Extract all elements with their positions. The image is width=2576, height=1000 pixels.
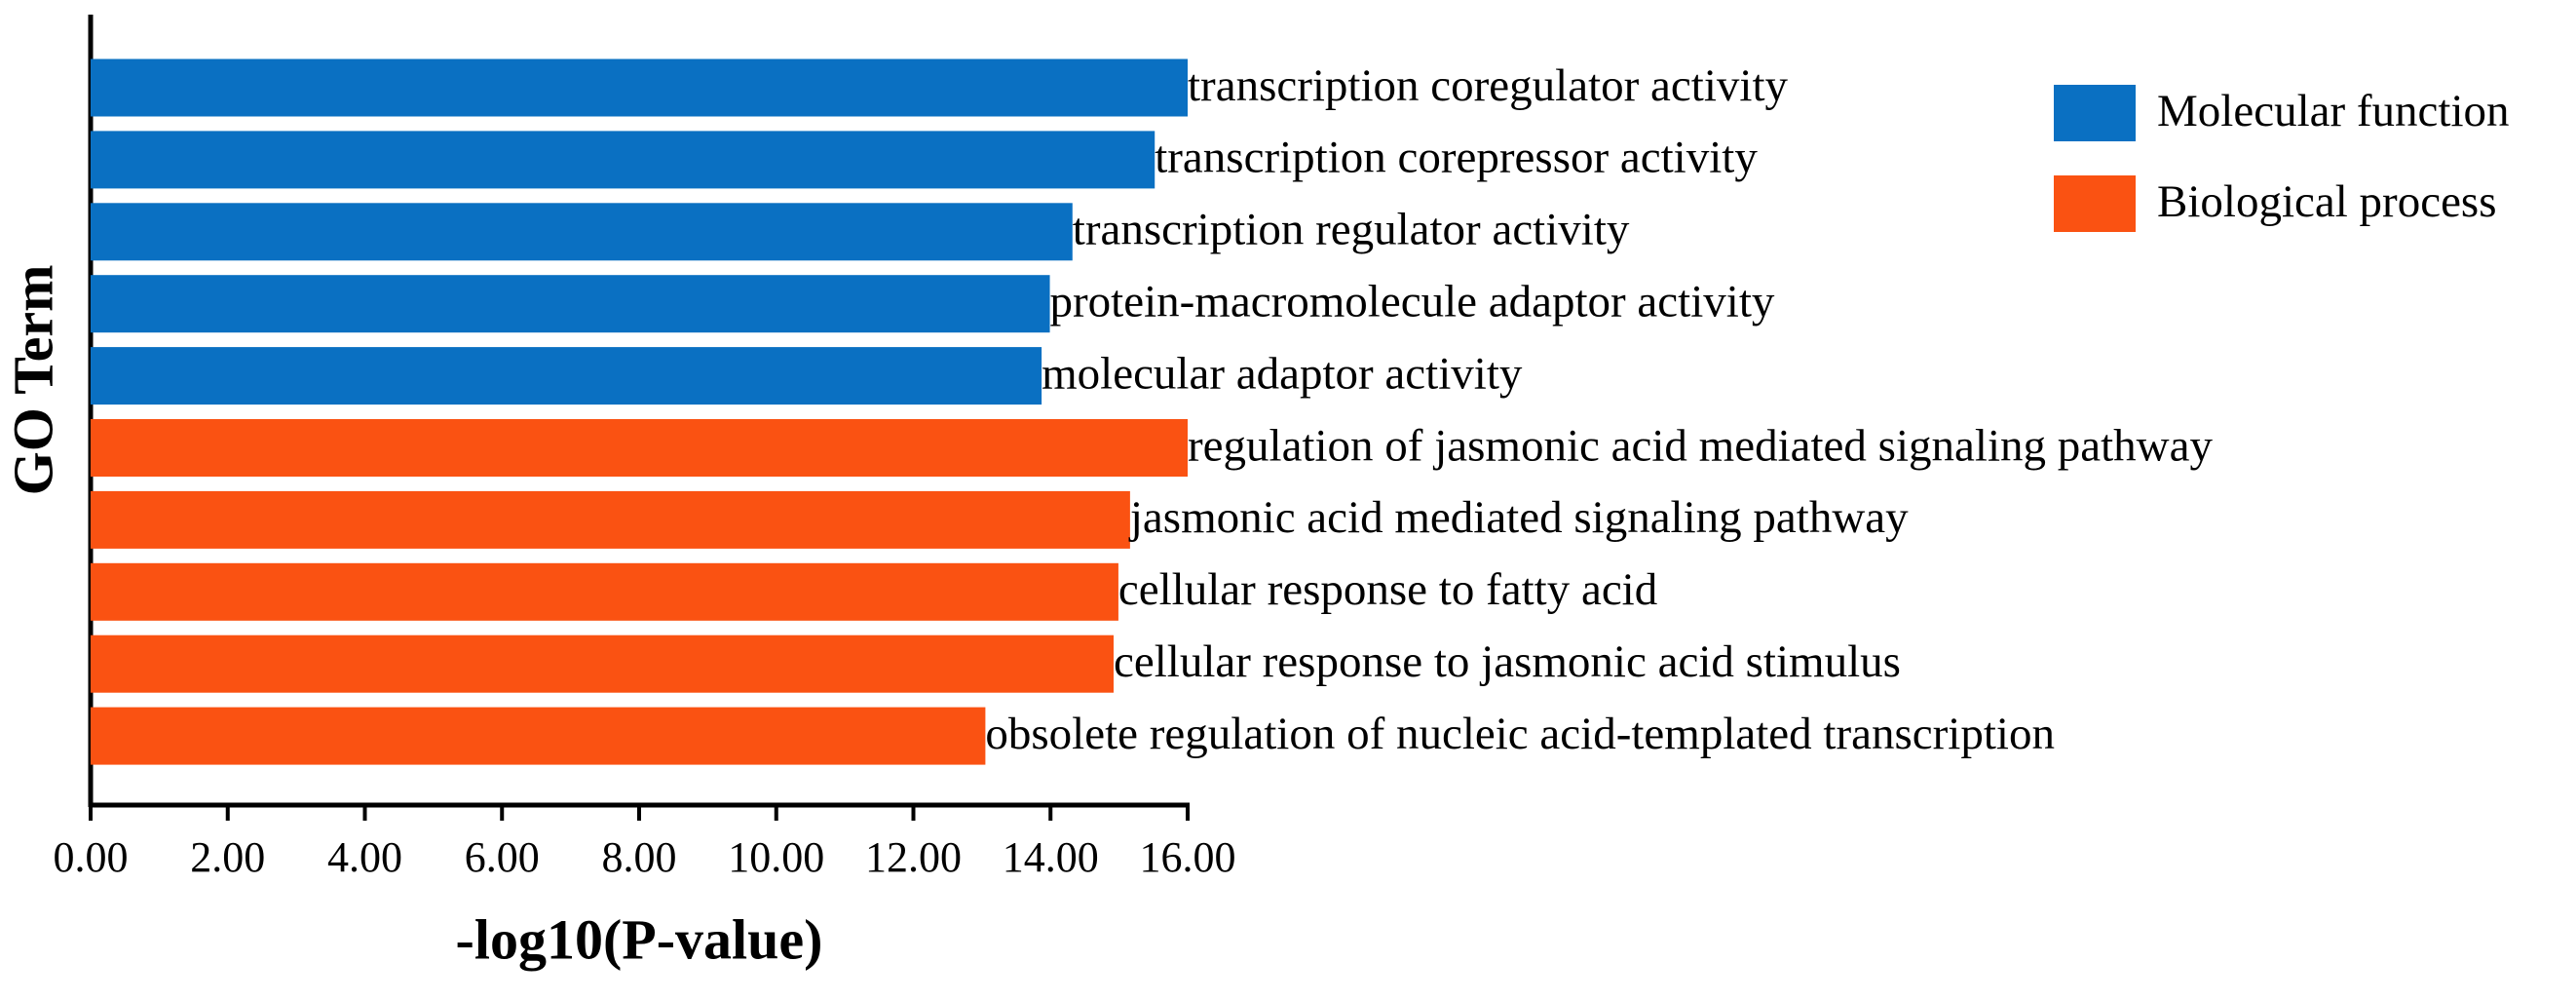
bar xyxy=(91,275,1050,333)
bar-label: regulation of jasmonic acid mediated sig… xyxy=(1188,420,2213,471)
bar-label: protein-macromolecule adaptor activity xyxy=(1050,276,1775,327)
bar xyxy=(91,419,1188,477)
legend-swatch xyxy=(2054,85,2136,141)
bar xyxy=(91,203,1073,261)
legend-label: Molecular function xyxy=(2157,86,2510,136)
x-tick-label: 8.00 xyxy=(602,833,677,881)
x-tick-label: 4.00 xyxy=(327,833,402,881)
y-axis-title: GO Term xyxy=(1,265,64,496)
bar xyxy=(91,131,1155,189)
bar xyxy=(91,635,1114,693)
legend-label: Biological process xyxy=(2157,176,2497,227)
bar-label: transcription corepressor activity xyxy=(1155,133,1758,183)
x-tick-label: 10.00 xyxy=(728,833,824,881)
bar-label: cellular response to jasmonic acid stimu… xyxy=(1114,636,1901,687)
bar xyxy=(91,58,1188,117)
bar-label: transcription regulator activity xyxy=(1073,205,1630,255)
bar xyxy=(91,347,1042,405)
legend-swatch xyxy=(2054,175,2136,232)
bar-label: molecular adaptor activity xyxy=(1042,348,1523,399)
bar-label: cellular response to fatty acid xyxy=(1118,564,1657,615)
bar xyxy=(91,707,986,765)
x-tick-label: 12.00 xyxy=(865,833,962,881)
bar-label: transcription coregulator activity xyxy=(1188,60,1789,111)
bar-label: jasmonic acid mediated signaling pathway xyxy=(1128,492,1909,543)
bar xyxy=(91,562,1118,621)
x-axis-title: -log10(P-value) xyxy=(456,907,823,971)
bar-label: obsolete regulation of nucleic acid-temp… xyxy=(985,709,2055,759)
x-tick-label: 14.00 xyxy=(1003,833,1099,881)
bar xyxy=(91,490,1130,549)
x-tick-label: 2.00 xyxy=(190,833,265,881)
x-tick-label: 0.00 xyxy=(54,833,129,881)
x-tick-label: 6.00 xyxy=(465,833,540,881)
x-tick-label: 16.00 xyxy=(1140,833,1236,881)
